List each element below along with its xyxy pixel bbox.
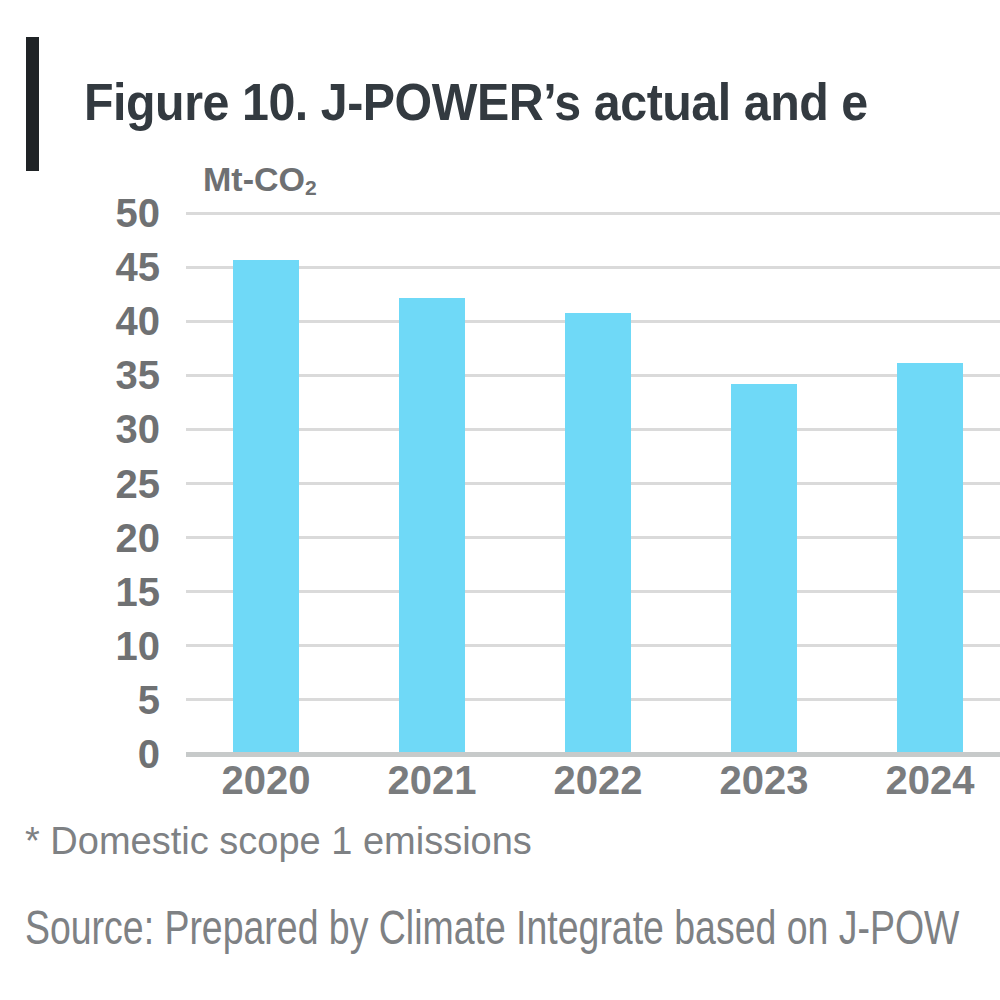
- y-tick-label-10: 10: [0, 624, 160, 668]
- y-tick-label-5: 5: [0, 678, 160, 722]
- gridline-y-50: [186, 212, 1000, 215]
- y-tick-label-25: 25: [0, 462, 160, 506]
- bar-2023: [731, 384, 797, 754]
- bar-chart-plot-area: [186, 213, 1000, 754]
- bar-2022: [565, 313, 631, 754]
- y-tick-label-0: 0: [0, 732, 160, 776]
- figure-title: Figure 10. J-POWER’s actual and e: [84, 72, 868, 132]
- y-tick-label-30: 30: [0, 407, 160, 451]
- x-tick-label-2021: 2021: [349, 757, 515, 803]
- y-tick-label-50: 50: [0, 191, 160, 235]
- x-tick-label-2022: 2022: [515, 757, 681, 803]
- figure-card: Figure 10. J-POWER’s actual and e Mt-CO2…: [0, 0, 1000, 1000]
- x-axis-tick-labels: 20202021202220232024: [186, 757, 1000, 809]
- y-tick-label-40: 40: [0, 299, 160, 343]
- bar-2021: [399, 298, 465, 754]
- bar-2024: [897, 363, 963, 754]
- y-tick-label-45: 45: [0, 245, 160, 289]
- y-tick-label-35: 35: [0, 353, 160, 397]
- title-accent-bar: [26, 37, 39, 171]
- chart-source: Source: Prepared by Climate Integrate ba…: [25, 900, 959, 955]
- x-tick-label-2020: 2020: [183, 757, 349, 803]
- unit-prefix: Mt-CO: [203, 160, 305, 198]
- unit-subscript: 2: [305, 176, 317, 199]
- y-tick-label-20: 20: [0, 516, 160, 560]
- y-tick-label-15: 15: [0, 570, 160, 614]
- gridline-y-45: [186, 266, 1000, 269]
- x-axis-baseline: [186, 752, 1000, 757]
- x-tick-label-2024: 2024: [847, 757, 1000, 803]
- y-axis-tick-labels: 50454035302520151050: [0, 213, 160, 754]
- y-axis-unit-label: Mt-CO2: [203, 160, 317, 200]
- bar-2020: [233, 260, 299, 754]
- x-tick-label-2023: 2023: [681, 757, 847, 803]
- chart-footnote: * Domestic scope 1 emissions: [25, 820, 532, 863]
